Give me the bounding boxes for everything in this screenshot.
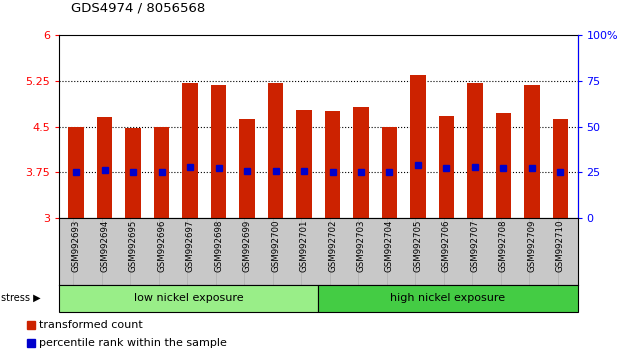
Text: GSM992696: GSM992696: [157, 220, 166, 272]
Bar: [410, 75, 426, 218]
Bar: [467, 83, 483, 218]
Text: GSM992710: GSM992710: [556, 220, 565, 272]
Text: GSM992694: GSM992694: [100, 220, 109, 272]
Bar: [211, 85, 227, 218]
Bar: [97, 118, 112, 218]
FancyBboxPatch shape: [319, 285, 578, 312]
Bar: [239, 119, 255, 218]
Text: GSM992704: GSM992704: [385, 220, 394, 272]
Bar: [524, 85, 540, 218]
Text: GDS4974 / 8056568: GDS4974 / 8056568: [71, 1, 206, 14]
Bar: [268, 83, 283, 218]
Bar: [496, 113, 511, 218]
Text: GSM992697: GSM992697: [186, 220, 194, 272]
Text: transformed count: transformed count: [39, 320, 143, 330]
Text: GSM992699: GSM992699: [243, 220, 252, 272]
Text: GSM992698: GSM992698: [214, 220, 223, 272]
Text: percentile rank within the sample: percentile rank within the sample: [39, 338, 227, 348]
Bar: [382, 127, 397, 218]
Text: GSM992702: GSM992702: [328, 220, 337, 272]
Text: high nickel exposure: high nickel exposure: [391, 293, 505, 303]
FancyBboxPatch shape: [59, 285, 319, 312]
Bar: [68, 127, 84, 218]
Text: GSM992695: GSM992695: [129, 220, 138, 272]
Bar: [125, 129, 141, 218]
Bar: [296, 109, 312, 218]
Bar: [325, 112, 340, 218]
Bar: [154, 127, 170, 218]
Text: stress ▶: stress ▶: [1, 293, 40, 303]
Text: GSM992709: GSM992709: [527, 220, 537, 272]
Text: GSM992703: GSM992703: [356, 220, 366, 272]
Bar: [353, 107, 369, 218]
Bar: [182, 83, 198, 218]
Text: GSM992700: GSM992700: [271, 220, 280, 272]
Text: GSM992708: GSM992708: [499, 220, 508, 272]
Text: GSM992705: GSM992705: [414, 220, 422, 272]
Text: GSM992706: GSM992706: [442, 220, 451, 272]
Bar: [438, 116, 455, 218]
Text: GSM992707: GSM992707: [471, 220, 479, 272]
Text: GSM992701: GSM992701: [299, 220, 309, 272]
Text: GSM992693: GSM992693: [71, 220, 81, 272]
Text: low nickel exposure: low nickel exposure: [134, 293, 243, 303]
Bar: [553, 119, 568, 218]
